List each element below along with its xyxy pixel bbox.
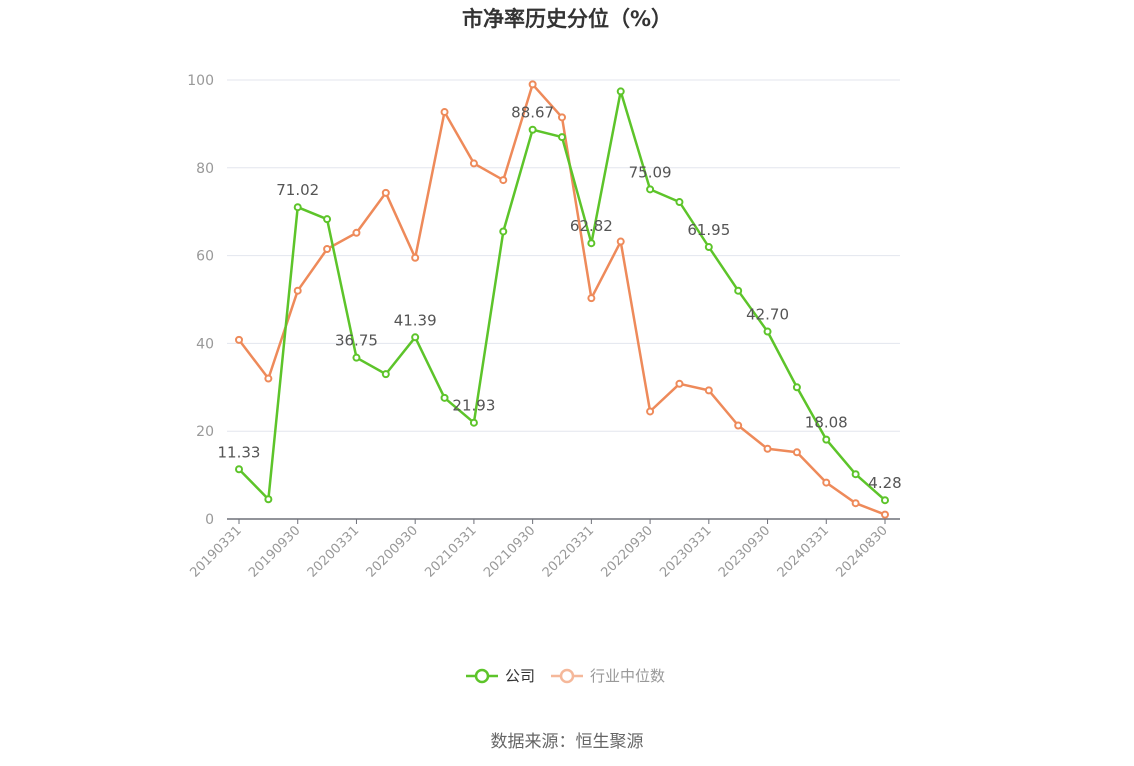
data-point[interactable] xyxy=(264,495,273,504)
x-tick-label: 20210930 xyxy=(481,523,538,580)
data-point[interactable] xyxy=(851,499,860,508)
data-point[interactable] xyxy=(587,239,596,248)
data-point[interactable] xyxy=(528,125,537,134)
data-point[interactable] xyxy=(881,510,889,519)
data-label: 75.09 xyxy=(629,163,672,181)
series-line-1 xyxy=(238,83,886,516)
data-point[interactable] xyxy=(235,465,243,474)
data-label: 41.39 xyxy=(394,311,437,329)
data-point[interactable] xyxy=(293,286,302,295)
data-point[interactable] xyxy=(851,470,860,479)
data-point[interactable] xyxy=(235,335,243,344)
data-point[interactable] xyxy=(499,227,508,236)
data-point[interactable] xyxy=(704,386,713,395)
data-point[interactable] xyxy=(587,294,596,303)
y-tick-label: 20 xyxy=(196,424,214,440)
data-point[interactable] xyxy=(792,383,801,392)
data-point[interactable] xyxy=(528,80,537,89)
x-tick-label: 20200331 xyxy=(305,523,362,580)
data-point[interactable] xyxy=(411,253,420,262)
y-tick-label: 0 xyxy=(205,512,214,528)
data-point[interactable] xyxy=(822,435,831,444)
data-label: 62.82 xyxy=(570,217,613,235)
data-point[interactable] xyxy=(440,108,449,117)
series-lines xyxy=(238,83,886,516)
data-label: 42.70 xyxy=(746,306,789,324)
data-point[interactable] xyxy=(558,133,566,142)
y-axis-ticks: 0 20 40 60 80 100 xyxy=(187,73,214,528)
legend-item-0[interactable]: 公司 xyxy=(466,667,535,685)
data-point[interactable] xyxy=(616,237,625,246)
data-point[interactable] xyxy=(675,379,684,388)
x-tick-label: 20240331 xyxy=(775,523,832,580)
data-point[interactable] xyxy=(499,176,508,185)
gridlines xyxy=(227,79,900,432)
x-tick-label: 20200930 xyxy=(364,523,421,580)
data-point[interactable] xyxy=(704,243,713,252)
y-tick-label: 100 xyxy=(187,73,214,89)
legend-label: 公司 xyxy=(505,667,535,685)
data-point[interactable] xyxy=(381,188,390,197)
data-point[interactable] xyxy=(323,215,332,224)
data-point[interactable] xyxy=(352,353,361,362)
x-axis: 20190331 20190930 20200331 20200930 20210331… xyxy=(187,518,900,581)
data-point[interactable] xyxy=(792,448,801,457)
data-point[interactable] xyxy=(646,185,655,194)
y-tick-label: 60 xyxy=(196,249,214,265)
legend-label: 行业中位数 xyxy=(590,667,665,685)
data-point[interactable] xyxy=(293,203,302,212)
data-point[interactable] xyxy=(763,444,772,453)
data-point[interactable] xyxy=(734,286,743,295)
x-tick-label: 20190930 xyxy=(246,523,303,580)
data-point[interactable] xyxy=(734,421,743,430)
legend-item-1[interactable]: 行业中位数 xyxy=(551,667,665,685)
x-tick-label: 20220930 xyxy=(599,523,656,580)
data-point[interactable] xyxy=(558,113,566,122)
data-point[interactable] xyxy=(763,327,772,336)
data-point[interactable] xyxy=(881,496,889,505)
data-point[interactable] xyxy=(646,407,655,416)
data-label: 4.28 xyxy=(868,474,901,492)
data-point[interactable] xyxy=(352,228,361,237)
x-tick-label: 20230331 xyxy=(657,523,714,580)
data-label: 61.95 xyxy=(687,221,730,239)
data-point[interactable] xyxy=(411,333,420,342)
y-tick-label: 40 xyxy=(196,336,214,352)
data-label: 21.93 xyxy=(452,397,495,415)
x-tick-label: 20230930 xyxy=(716,523,773,580)
data-point[interactable] xyxy=(381,370,390,379)
data-point[interactable] xyxy=(323,245,332,254)
data-point[interactable] xyxy=(469,418,478,427)
data-point[interactable] xyxy=(469,159,478,168)
x-tick-label: 20190331 xyxy=(187,523,244,580)
data-labels: 11.33 71.02 36.75 41.39 21.93 88.67 62.82 75.09… xyxy=(218,104,902,492)
data-label: 88.67 xyxy=(511,104,554,122)
y-tick-label: 80 xyxy=(196,161,214,177)
x-tick-label: 20240830 xyxy=(833,523,890,580)
legend-marker xyxy=(474,668,490,684)
data-point[interactable] xyxy=(264,374,273,383)
data-point[interactable] xyxy=(675,198,684,207)
series-points xyxy=(235,80,889,519)
x-tick-label: 20220331 xyxy=(540,523,597,580)
series-line-0 xyxy=(238,90,886,502)
data-label: 11.33 xyxy=(218,443,261,461)
source-note: 数据来源：恒生聚源 xyxy=(491,732,644,752)
data-label: 36.75 xyxy=(335,332,378,350)
legend-marker xyxy=(559,668,575,684)
chart-title: 市净率历史分位（%） xyxy=(462,7,672,31)
legend[interactable]: 公司 行业中位数 xyxy=(466,667,665,685)
data-point[interactable] xyxy=(440,393,449,402)
data-point[interactable] xyxy=(616,87,625,96)
data-label: 71.02 xyxy=(276,181,319,199)
data-point[interactable] xyxy=(822,478,831,487)
data-label: 18.08 xyxy=(805,414,848,432)
x-tick-label: 20210331 xyxy=(422,523,479,580)
